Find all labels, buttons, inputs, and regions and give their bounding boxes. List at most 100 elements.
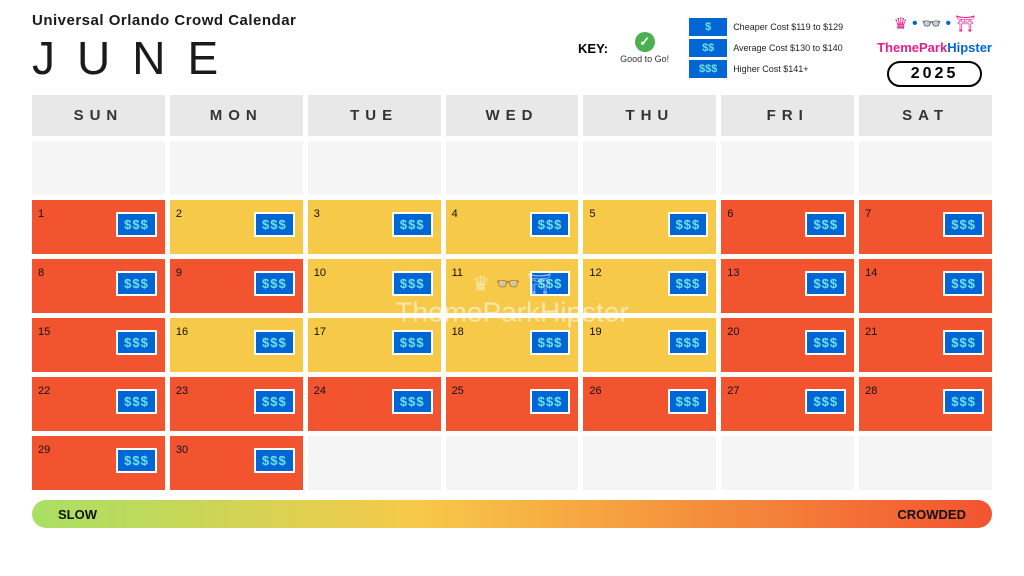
day-number: 27 bbox=[727, 385, 739, 397]
calendar-cell: 20 $$$ bbox=[721, 318, 854, 372]
price-badge: $$$ bbox=[668, 271, 709, 296]
day-number: 25 bbox=[452, 385, 464, 397]
check-icon: ✓ bbox=[635, 32, 655, 52]
calendar-cell: 26 $$$ bbox=[583, 377, 716, 431]
calendar-cell: 3$$$ bbox=[308, 200, 441, 254]
good-text: Good to Go! bbox=[620, 54, 669, 64]
calendar-cell: 30 $$$ bbox=[170, 436, 303, 490]
day-number: 19 bbox=[589, 326, 601, 338]
price-badge: $$$ bbox=[943, 389, 984, 414]
dollar-icon: $$$ bbox=[689, 60, 727, 78]
dollar-icon: $$ bbox=[689, 39, 727, 57]
day-number: 4 bbox=[452, 208, 458, 220]
day-number: 18 bbox=[452, 326, 464, 338]
cost-text: Average Cost $130 to $140 bbox=[733, 43, 842, 53]
calendar-cell: 18 $$$ bbox=[446, 318, 579, 372]
price-badge: $$$ bbox=[530, 330, 571, 355]
calendar-cell: 5 $$$ bbox=[583, 200, 716, 254]
calendar-cell bbox=[170, 141, 303, 195]
price-badge: $$$ bbox=[254, 330, 295, 355]
price-badge: $$$ bbox=[116, 448, 157, 473]
calendar-cell: 21$$$ bbox=[859, 318, 992, 372]
day-number: 2 bbox=[176, 208, 182, 220]
price-badge: $$$ bbox=[943, 271, 984, 296]
calendar-cell: 22$$$ bbox=[32, 377, 165, 431]
day-number: 12 bbox=[589, 267, 601, 279]
calendar-cell: 15$$$ bbox=[32, 318, 165, 372]
calendar-cell bbox=[32, 141, 165, 195]
calendar-cell bbox=[446, 436, 579, 490]
spectrum-right: CROWDED bbox=[897, 507, 966, 522]
day-number: 11 bbox=[452, 267, 463, 279]
day-number: 29 bbox=[38, 444, 50, 456]
calendar-cell: 27 $$$ bbox=[721, 377, 854, 431]
cost-row-cheap: $ Cheaper Cost $119 to $129 bbox=[689, 18, 843, 36]
price-badge: $$$ bbox=[530, 271, 571, 296]
calendar-cell bbox=[308, 436, 441, 490]
brand-a: ThemePark bbox=[877, 40, 947, 55]
day-number: 16 bbox=[176, 326, 188, 338]
title-block: Universal Orlando Crowd Calendar JUNE bbox=[32, 12, 296, 85]
calendar-cell: 19 $$$ bbox=[583, 318, 716, 372]
legend-key: KEY: ✓ Good to Go! $ Cheaper Cost $119 t… bbox=[578, 18, 843, 78]
header: Universal Orlando Crowd Calendar JUNE KE… bbox=[32, 12, 992, 87]
day-number: 21 bbox=[865, 326, 877, 338]
day-number: 5 bbox=[589, 208, 595, 220]
price-badge: $$$ bbox=[805, 212, 846, 237]
page-subtitle: Universal Orlando Crowd Calendar bbox=[32, 12, 296, 29]
brand-block: ♛ • 👓 • ⛩ ThemeParkHipster 2025 bbox=[877, 14, 992, 87]
calendar-cell: 16 $$$ bbox=[170, 318, 303, 372]
price-badge: $$$ bbox=[254, 389, 295, 414]
price-badge: $$$ bbox=[116, 389, 157, 414]
calendar-cell: 29 $$$ bbox=[32, 436, 165, 490]
price-badge: $$$ bbox=[254, 271, 295, 296]
calendar-cell: 13$$$ bbox=[721, 259, 854, 313]
day-header: WED bbox=[446, 95, 579, 136]
price-badge: $$$ bbox=[805, 330, 846, 355]
price-badge: $$$ bbox=[254, 448, 295, 473]
price-badge: $$$ bbox=[392, 330, 433, 355]
price-badge: $$$ bbox=[668, 330, 709, 355]
calendar-cell: 11 $$$ bbox=[446, 259, 579, 313]
day-header: MON bbox=[170, 95, 303, 136]
day-number: 13 bbox=[727, 267, 739, 279]
day-number: 26 bbox=[589, 385, 601, 397]
calendar-cell bbox=[721, 141, 854, 195]
calendar-cell: 28$$$ bbox=[859, 377, 992, 431]
year-pill: 2025 bbox=[887, 61, 983, 87]
cost-row-high: $$$ Higher Cost $141+ bbox=[689, 60, 843, 78]
calendar-cell: 7$$$ bbox=[859, 200, 992, 254]
calendar-cell: 4 $$$ bbox=[446, 200, 579, 254]
price-badge: $$$ bbox=[392, 389, 433, 414]
calendar-cell: 10$$$ bbox=[308, 259, 441, 313]
price-badge: $$$ bbox=[805, 389, 846, 414]
day-number: 3 bbox=[314, 208, 320, 220]
day-header: THU bbox=[583, 95, 716, 136]
calendar-cell bbox=[446, 141, 579, 195]
key-label: KEY: bbox=[578, 41, 608, 56]
cost-text: Cheaper Cost $119 to $129 bbox=[733, 22, 843, 32]
brand-icons: ♛ • 👓 • ⛩ bbox=[894, 14, 976, 34]
day-number: 6 bbox=[727, 208, 733, 220]
price-badge: $$$ bbox=[116, 271, 157, 296]
day-number: 23 bbox=[176, 385, 188, 397]
day-number: 7 bbox=[865, 208, 871, 220]
day-number: 20 bbox=[727, 326, 739, 338]
dollar-icon: $ bbox=[689, 18, 727, 36]
day-number: 30 bbox=[176, 444, 188, 456]
day-number: 14 bbox=[865, 267, 877, 279]
price-badge: $$$ bbox=[668, 212, 709, 237]
good-to-go: ✓ Good to Go! bbox=[620, 32, 669, 64]
price-badge: $$$ bbox=[668, 389, 709, 414]
day-number: 10 bbox=[314, 267, 326, 279]
cost-legend: $ Cheaper Cost $119 to $129 $$ Average C… bbox=[689, 18, 843, 78]
day-header: TUE bbox=[308, 95, 441, 136]
cost-row-avg: $$ Average Cost $130 to $140 bbox=[689, 39, 843, 57]
crowd-spectrum: SLOW CROWDED bbox=[32, 500, 992, 528]
calendar-cell: 1$$$ bbox=[32, 200, 165, 254]
price-badge: $$$ bbox=[530, 212, 571, 237]
calendar-cell: 8$$$ bbox=[32, 259, 165, 313]
calendar-cell: 2$$$ bbox=[170, 200, 303, 254]
calendar-cell bbox=[859, 436, 992, 490]
day-header: SUN bbox=[32, 95, 165, 136]
